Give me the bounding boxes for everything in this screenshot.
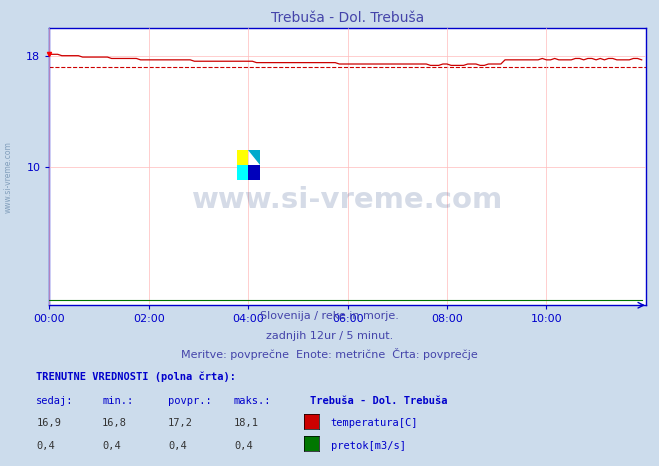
Text: 16,8: 16,8 [102,418,127,428]
Text: min.:: min.: [102,396,133,406]
Text: www.si-vreme.com: www.si-vreme.com [192,186,503,214]
Text: 18,1: 18,1 [234,418,259,428]
Text: Meritve: povprečne  Enote: metrične  Črta: povprečje: Meritve: povprečne Enote: metrične Črta:… [181,349,478,360]
Text: Trebuša - Dol. Trebuša: Trebuša - Dol. Trebuša [310,396,447,406]
Text: zadnjih 12ur / 5 minut.: zadnjih 12ur / 5 minut. [266,331,393,341]
Title: Trebuša - Dol. Trebuša: Trebuša - Dol. Trebuša [271,11,424,26]
Text: 0,4: 0,4 [234,441,252,451]
Text: TRENUTNE VREDNOSTI (polna črta):: TRENUTNE VREDNOSTI (polna črta): [36,371,236,382]
Text: temperatura[C]: temperatura[C] [331,418,418,428]
Text: 16,9: 16,9 [36,418,61,428]
Text: Slovenija / reke in morje.: Slovenija / reke in morje. [260,311,399,321]
Text: 0,4: 0,4 [168,441,186,451]
Text: 0,4: 0,4 [36,441,55,451]
Bar [248,165,260,180]
Text: maks.:: maks.: [234,396,272,406]
Text: 17,2: 17,2 [168,418,193,428]
Text: sedaj:: sedaj: [36,396,74,406]
Text: www.si-vreme.com: www.si-vreme.com [3,141,13,213]
Text: povpr.:: povpr.: [168,396,212,406]
Text: pretok[m3/s]: pretok[m3/s] [331,441,406,451]
Polygon shape [248,150,260,165]
Bar [237,165,248,180]
Text: 0,4: 0,4 [102,441,121,451]
Bar [237,150,248,165]
